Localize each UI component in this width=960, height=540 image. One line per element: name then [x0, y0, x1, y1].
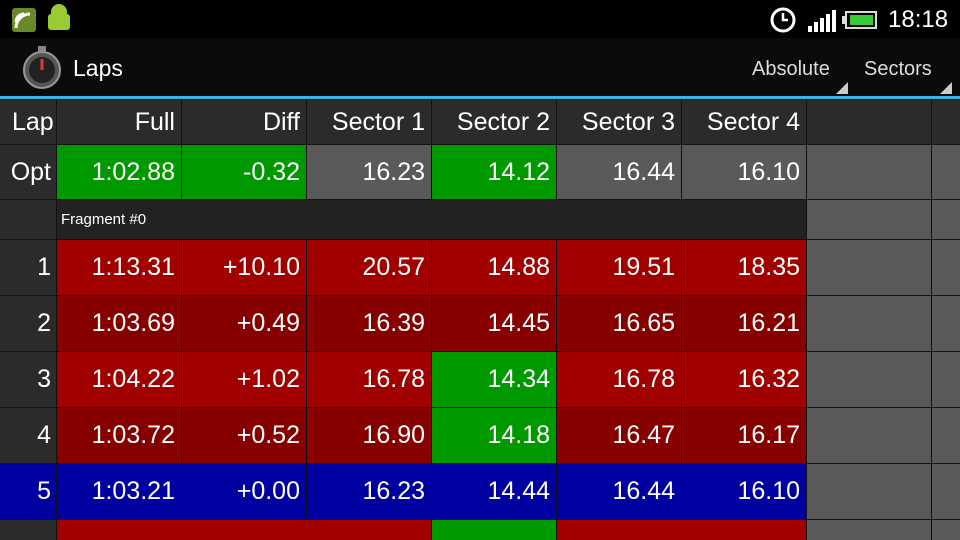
lap-time: 16.32	[682, 352, 806, 407]
cell	[807, 200, 931, 239]
lap-number: 3	[0, 352, 56, 407]
cell	[432, 520, 556, 540]
action-bar: Laps Absolute Sectors	[0, 38, 960, 96]
system-icons	[770, 7, 877, 33]
cell	[932, 464, 960, 519]
lap-time: +0.00	[182, 464, 306, 519]
fragment-label: Fragment #0	[57, 200, 806, 239]
lap-time: 16.10	[682, 145, 806, 199]
cell	[932, 100, 960, 144]
cell	[57, 520, 431, 540]
cell	[807, 408, 931, 463]
lap-time: 19.51	[557, 240, 681, 295]
lap-time: +10.10	[182, 240, 306, 295]
clock: 18:18	[888, 6, 949, 33]
column-header: Full	[57, 100, 181, 144]
lap-time: 16.39	[307, 296, 431, 351]
lap-time: -0.32	[182, 145, 306, 199]
lap-time: +0.52	[182, 408, 306, 463]
lap-time: 1:03.21	[57, 464, 181, 519]
lap-number: 2	[0, 296, 56, 351]
lap-number: 4	[0, 408, 56, 463]
lap-number: 5	[0, 464, 56, 519]
menu-sectors[interactable]: Sectors	[864, 58, 932, 80]
notification-icons	[12, 4, 70, 32]
lap-time: 16.47	[557, 408, 681, 463]
cell	[0, 200, 56, 239]
lap-time: 16.10	[682, 464, 806, 519]
cell	[807, 296, 931, 351]
spinner-arrow	[940, 82, 952, 94]
lap-time: 1:04.22	[57, 352, 181, 407]
lap-number: Opt	[0, 145, 56, 199]
cell	[807, 464, 931, 519]
lap-number: 1	[0, 240, 56, 295]
lap-time: 16.23	[307, 145, 431, 199]
column-header: Sector 4	[682, 100, 806, 144]
cell	[932, 352, 960, 407]
lap-time: 14.18	[432, 408, 556, 463]
lap-time: 1:02.88	[57, 145, 181, 199]
cell	[557, 520, 806, 540]
lap-time: 16.44	[557, 145, 681, 199]
cell	[932, 145, 960, 199]
column-header: Lap	[0, 100, 56, 144]
cell	[932, 200, 960, 239]
lap-time: 14.12	[432, 145, 556, 199]
cell	[932, 520, 960, 540]
app-icon[interactable]	[20, 42, 64, 92]
lap-time: 14.44	[432, 464, 556, 519]
lap-time: 16.23	[307, 464, 431, 519]
lap-time: 20.57	[307, 240, 431, 295]
screen-title: Laps	[73, 55, 123, 81]
cell	[932, 240, 960, 295]
menu-absolute[interactable]: Absolute	[752, 58, 830, 80]
lap-time: 16.17	[682, 408, 806, 463]
lap-time: 14.34	[432, 352, 556, 407]
lap-time: 16.65	[557, 296, 681, 351]
column-header: Sector 3	[557, 100, 681, 144]
divider	[0, 96, 960, 99]
cell	[0, 520, 56, 540]
lap-time: 16.44	[557, 464, 681, 519]
lap-time: 16.21	[682, 296, 806, 351]
lap-time: 16.78	[307, 352, 431, 407]
status-bar: 18:18	[0, 0, 960, 38]
column-header: Sector 2	[432, 100, 556, 144]
cell	[807, 352, 931, 407]
lap-time: 14.45	[432, 296, 556, 351]
cell	[932, 408, 960, 463]
lap-time: 1:13.31	[57, 240, 181, 295]
lap-time: 16.90	[307, 408, 431, 463]
lap-time: +1.02	[182, 352, 306, 407]
lap-time: 14.88	[432, 240, 556, 295]
lap-time: 1:03.72	[57, 408, 181, 463]
cell	[807, 100, 931, 144]
column-header: Diff	[182, 100, 306, 144]
cell	[807, 520, 931, 540]
lap-time: +0.49	[182, 296, 306, 351]
laps-table: Lap Full Diff Sector 1 Sector 2 Sector 3 Secto…	[0, 99, 960, 540]
cell	[932, 296, 960, 351]
cell	[807, 240, 931, 295]
spinner-arrow	[836, 82, 848, 94]
lap-time: 16.78	[557, 352, 681, 407]
column-header: Sector 1	[307, 100, 431, 144]
lap-time: 1:03.69	[57, 296, 181, 351]
lap-time: 18.35	[682, 240, 806, 295]
cell	[807, 145, 931, 199]
